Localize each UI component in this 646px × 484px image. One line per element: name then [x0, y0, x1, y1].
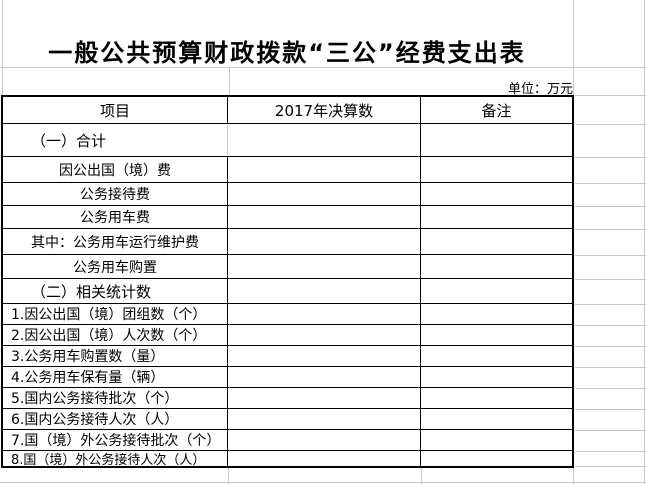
- table-row: 5.国内公务接待批次（个）: [3, 388, 572, 409]
- item-cell: 1.因公出国（境）团组数（个）: [3, 304, 228, 324]
- value-cell[interactable]: [228, 206, 421, 228]
- table-row: 4.公务用车保有量（辆）: [3, 367, 572, 388]
- gridline: [575, 279, 646, 280]
- value-cell[interactable]: [228, 304, 421, 324]
- table-row: 2.因公出国（境）人次数（个）: [3, 325, 572, 346]
- gridline: [575, 124, 646, 125]
- item-cell: 因公出国（境）费: [3, 157, 228, 182]
- gridline: [575, 346, 646, 347]
- note-cell[interactable]: [421, 157, 572, 182]
- value-cell[interactable]: [228, 451, 421, 466]
- value-cell[interactable]: [228, 346, 421, 366]
- page-title: 一般公共预算财政拨款“三公”经费支出表: [48, 39, 526, 67]
- item-cell: 2.因公出国（境）人次数（个）: [3, 325, 228, 345]
- gridline: [0, 67, 646, 68]
- value-cell[interactable]: [228, 367, 421, 387]
- gridline: [573, 466, 574, 484]
- note-cell[interactable]: [421, 451, 572, 466]
- table-row-total: （一）合计: [3, 124, 572, 157]
- gridline: [421, 466, 422, 484]
- item-cell: 其中：公务用车运行维护费: [3, 229, 228, 254]
- table-row: 7.国（境）外公务接待批次（个）: [3, 430, 572, 451]
- item-cell: 公务用车购置: [3, 255, 228, 278]
- table-row: 其中：公务用车运行维护费: [3, 229, 572, 255]
- note-cell[interactable]: [421, 388, 572, 408]
- item-cell: 7.国（境）外公务接待批次（个）: [3, 430, 228, 450]
- gridline: [575, 325, 646, 326]
- note-cell[interactable]: [421, 206, 572, 228]
- note-cell[interactable]: [421, 430, 572, 450]
- gridline: [575, 95, 646, 96]
- note-cell[interactable]: [421, 325, 572, 345]
- value-cell[interactable]: [228, 157, 421, 182]
- item-cell: 5.国内公务接待批次（个）: [3, 388, 228, 408]
- gridline: [2, 0, 3, 95]
- gridline: [575, 451, 646, 452]
- value-cell[interactable]: [228, 229, 421, 254]
- gridline: [228, 466, 229, 484]
- table-row: 1.因公出国（境）团组数（个）: [3, 304, 572, 325]
- note-cell[interactable]: [421, 229, 572, 254]
- item-cell: 公务接待费: [3, 183, 228, 205]
- gridline: [644, 0, 645, 484]
- table-row-section: （二）相关统计数: [3, 279, 572, 304]
- gridline: [575, 388, 646, 389]
- note-cell[interactable]: [421, 124, 572, 156]
- item-cell: （二）相关统计数: [3, 279, 228, 303]
- header-2017-final: 2017年决算数: [228, 97, 421, 123]
- value-cell[interactable]: [228, 279, 421, 303]
- gridline: [575, 183, 646, 184]
- value-cell[interactable]: [228, 255, 421, 278]
- value-cell[interactable]: [228, 124, 421, 156]
- table-row: 因公出国（境）费: [3, 157, 572, 183]
- value-cell[interactable]: [228, 325, 421, 345]
- item-cell: 公务用车费: [3, 206, 228, 228]
- table-row: 公务用车费: [3, 206, 572, 229]
- table-row: 8.国（境）外公务接待人次（人）: [3, 451, 572, 466]
- expense-table: 项目 2017年决算数 备注 （一）合计 因公出国（境）费 公务接待费 公务用车…: [1, 95, 574, 468]
- table-row: 公务接待费: [3, 183, 572, 206]
- gridline: [575, 157, 646, 158]
- value-cell[interactable]: [228, 430, 421, 450]
- gridline: [575, 304, 646, 305]
- value-cell[interactable]: [228, 388, 421, 408]
- value-cell[interactable]: [228, 183, 421, 205]
- header-row: 项目 2017年决算数 备注: [3, 97, 572, 124]
- note-cell[interactable]: [421, 367, 572, 387]
- gridline: [573, 0, 574, 95]
- gridline: [0, 482, 646, 483]
- item-cell: 4.公务用车保有量（辆）: [3, 367, 228, 387]
- value-cell[interactable]: [228, 409, 421, 429]
- unit-note: 单位：万元: [507, 82, 573, 97]
- header-remarks: 备注: [481, 101, 512, 120]
- table-row: 6.国内公务接待人次（人）: [3, 409, 572, 430]
- table-row: 3.公务用车购置数（量）: [3, 346, 572, 367]
- gridline: [575, 229, 646, 230]
- gridline: [575, 466, 646, 467]
- gridline: [575, 255, 646, 256]
- gridline: [575, 367, 646, 368]
- table-row: 公务用车购置: [3, 255, 572, 279]
- note-cell[interactable]: [421, 183, 572, 205]
- header-item: 项目: [3, 97, 228, 123]
- note-cell[interactable]: [421, 255, 572, 278]
- note-cell[interactable]: [421, 304, 572, 324]
- note-cell[interactable]: [421, 409, 572, 429]
- gridline: [229, 67, 230, 95]
- gridline: [575, 206, 646, 207]
- item-cell: 8.国（境）外公务接待人次（人）: [3, 451, 228, 466]
- item-cell: 6.国内公务接待人次（人）: [3, 409, 228, 429]
- gridline: [575, 409, 646, 410]
- note-cell[interactable]: [421, 279, 572, 303]
- note-cell[interactable]: [421, 346, 572, 366]
- item-cell: 3.公务用车购置数（量）: [3, 346, 228, 366]
- gridline: [575, 430, 646, 431]
- item-cell: （一）合计: [3, 124, 228, 156]
